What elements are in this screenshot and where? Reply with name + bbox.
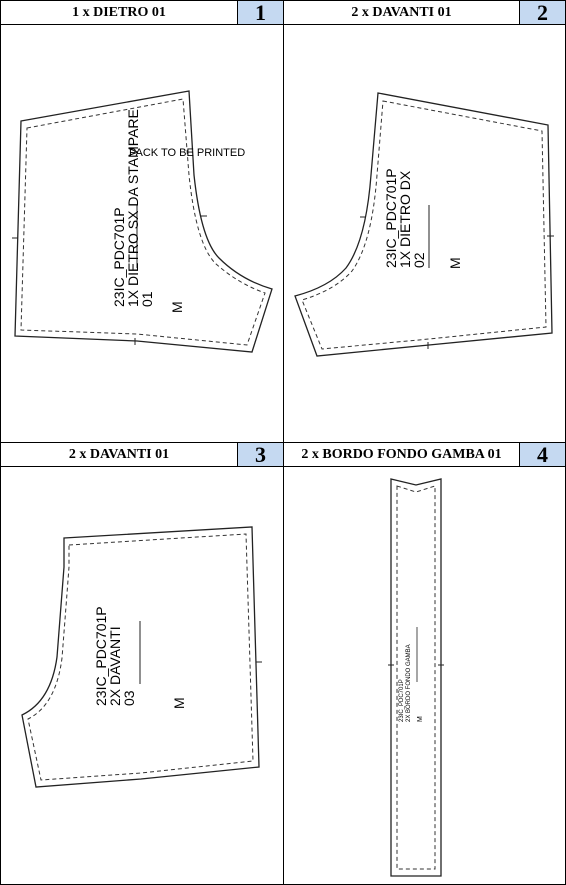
piece-size: M: [169, 301, 185, 313]
piece-cut-line: [14, 90, 273, 353]
piece-label-line-2: 1X DIETRO DX: [397, 170, 413, 268]
piece-label-line-3: 01: [139, 291, 155, 307]
panel-number-badge: 2: [519, 1, 565, 24]
piece-seam-line: [20, 98, 266, 346]
piece-cut-line: [390, 478, 442, 877]
piece-cut-line: [294, 92, 553, 357]
piece-seam-line: [301, 100, 547, 350]
piece-label-line-2: 2X BORDO FONDO GAMBA: [406, 644, 412, 722]
piece-label-line-2: 2X DAVANTI: [107, 626, 123, 706]
piece-label-line-2: 1X DIETRO SX DA STAMPARE: [125, 109, 141, 307]
panel-header: 2 x DAVANTI 01 2: [284, 1, 565, 25]
piece-label-line-1: 23IC_PDC701P: [399, 679, 405, 722]
piece-size: M: [417, 716, 424, 722]
panel-title: 2 x BORDO FONDO GAMBA 01: [301, 447, 502, 462]
pattern-piece-davanti: 23IC_PDC701P 2X DAVANTI 03 M: [21, 526, 262, 788]
piece-size: M: [171, 697, 187, 709]
panel-number-badge: 1: [237, 1, 283, 24]
panel-4: 2 x BORDO FONDO GAMBA 01 4 23IC_PDC701P …: [283, 442, 566, 885]
piece-label-line-1: 23IC_PDC701P: [383, 168, 399, 268]
panel-2: 2 x DAVANTI 01 2 23IC_PDC701P 1X DIETRO …: [283, 0, 566, 443]
piece-label-line-3: 02: [411, 252, 427, 268]
notch-marks: [360, 216, 554, 349]
panel-3: 2 x DAVANTI 01 3 23IC_PDC701P 2X DAVANTI…: [0, 442, 284, 885]
piece-cut-line: [21, 526, 260, 788]
notch-marks: [12, 215, 207, 345]
panel-header: 1 x DIETRO 01 1: [1, 1, 283, 25]
panel-title: 1 x DIETRO 01: [72, 5, 166, 20]
piece-size: M: [447, 257, 463, 269]
pattern-piece-bordo-fondo-gamba: 23IC_PDC701P 2X BORDO FONDO GAMBA M: [388, 478, 444, 877]
panel-number-badge: 3: [237, 443, 283, 466]
piece-seam-line: [396, 485, 436, 870]
panel-title: 2 x DAVANTI 01: [68, 447, 170, 462]
panel-title: 2 x DAVANTI 01: [351, 5, 452, 20]
panel-number-badge: 4: [519, 443, 565, 466]
pack-note: PACK TO BE PRINTED: [129, 147, 245, 159]
pattern-piece-davanti-dx: 23IC_PDC701P 1X DIETRO DX 02 M: [294, 92, 554, 357]
panel-header: 2 x BORDO FONDO GAMBA 01 4: [284, 443, 565, 467]
piece-label-line-3: 03: [121, 690, 137, 706]
piece-label-line-1: 23IC_PDC701P: [93, 606, 109, 706]
piece-seam-line: [27, 533, 254, 781]
panel-1: 1 x DIETRO 01 1 PACK TO BE PRINTED 23IC_…: [0, 0, 284, 443]
piece-label-line-1: 23IC_PDC701P: [111, 207, 127, 307]
pattern-piece-dietro: PACK TO BE PRINTED 23IC_PDC701P 1X DIETR…: [12, 90, 273, 353]
panel-header: 2 x DAVANTI 01 3: [1, 443, 283, 467]
